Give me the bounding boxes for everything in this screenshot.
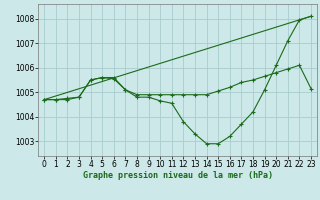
X-axis label: Graphe pression niveau de la mer (hPa): Graphe pression niveau de la mer (hPa) — [83, 171, 273, 180]
